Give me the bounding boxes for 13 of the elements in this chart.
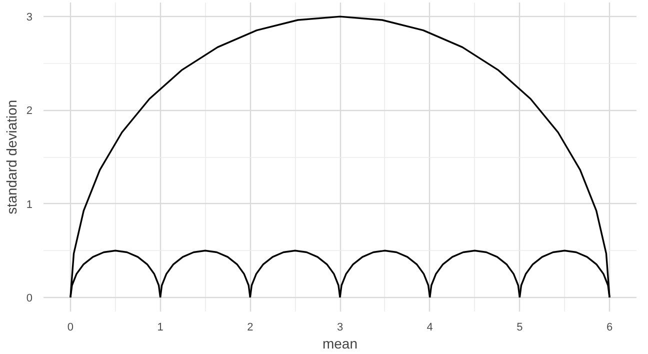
- y-axis-title: standard deviation: [3, 100, 20, 214]
- y-tick-label: 3: [26, 12, 33, 24]
- y-tick-label: 2: [26, 105, 33, 118]
- y-tick-label: 0: [26, 292, 33, 304]
- y-tick-label: 1: [26, 198, 33, 211]
- x-tick-label: 6: [606, 322, 613, 334]
- x-axis-title: mean: [322, 336, 358, 352]
- x-tick-label: 1: [157, 322, 164, 334]
- x-tick-label: 4: [426, 322, 433, 334]
- x-tick-label: 5: [516, 322, 523, 334]
- x-tick-label: 3: [336, 322, 344, 334]
- x-tick-label: 2: [247, 322, 254, 334]
- x-tick-label: 0: [67, 322, 74, 334]
